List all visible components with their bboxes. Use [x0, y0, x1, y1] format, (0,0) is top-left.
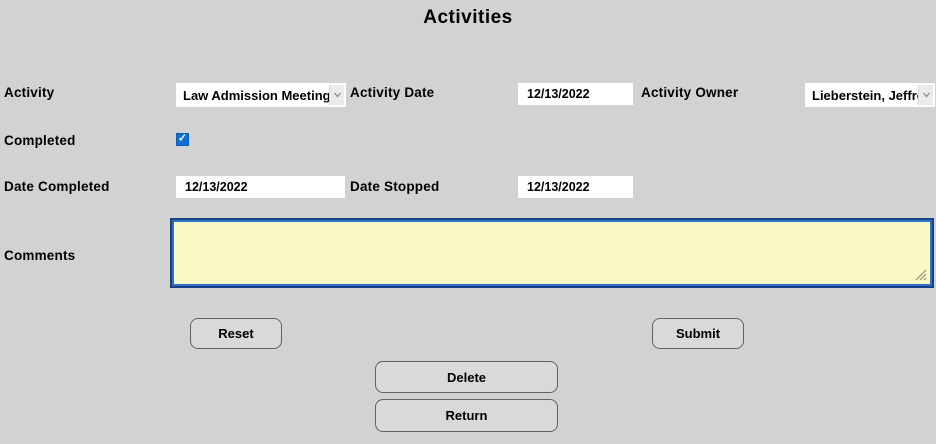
- date-completed-label: Date Completed: [4, 179, 110, 194]
- activity-select[interactable]: Law Admission Meeting: [176, 83, 346, 107]
- date-completed-input[interactable]: [176, 176, 345, 198]
- comments-textarea[interactable]: [172, 220, 932, 286]
- date-stopped-label: Date Stopped: [350, 179, 440, 194]
- activity-owner-label: Activity Owner: [641, 85, 739, 100]
- page-title: Activities: [423, 7, 513, 28]
- comments-label: Comments: [4, 248, 76, 263]
- reset-button[interactable]: Reset: [190, 318, 282, 349]
- date-stopped-input[interactable]: [518, 176, 633, 198]
- delete-button[interactable]: Delete: [375, 361, 558, 393]
- activity-label: Activity: [4, 85, 55, 100]
- submit-button[interactable]: Submit: [652, 318, 744, 349]
- activity-date-input[interactable]: [518, 83, 633, 105]
- completed-label: Completed: [4, 133, 76, 148]
- chevron-down-icon: [918, 85, 933, 105]
- activity-select-value: Law Admission Meeting: [183, 87, 329, 103]
- completed-checkbox[interactable]: ✓: [176, 133, 189, 146]
- checkmark-icon: ✓: [177, 132, 188, 145]
- activity-owner-select[interactable]: Lieberstein, Jeffrey: [805, 83, 935, 107]
- activity-date-label: Activity Date: [350, 85, 435, 100]
- chevron-down-icon: [329, 85, 344, 105]
- activity-owner-select-value: Lieberstein, Jeffrey: [812, 87, 918, 103]
- return-button[interactable]: Return: [375, 399, 558, 432]
